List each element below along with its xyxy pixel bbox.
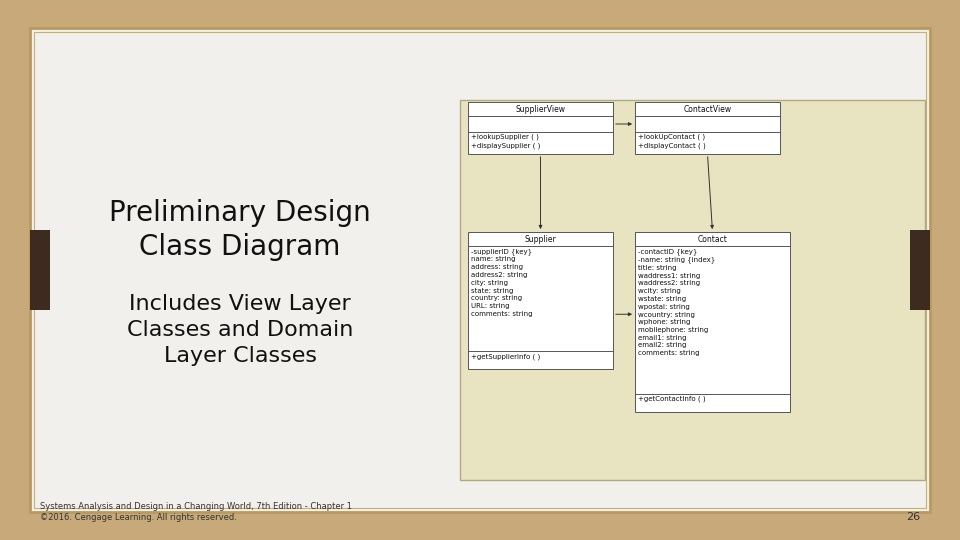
Bar [468, 232, 613, 369]
Bar [910, 230, 930, 310]
Text: SupplierView: SupplierView [516, 105, 565, 113]
Bar [468, 102, 613, 154]
Bar [30, 28, 930, 512]
Bar [460, 100, 925, 480]
Text: Systems Analysis and Design in a Changing World, 7th Edition - Chapter 1
©2016. : Systems Analysis and Design in a Changin… [40, 502, 352, 522]
Bar [30, 230, 50, 310]
Text: 26: 26 [906, 512, 920, 522]
Text: ContactView: ContactView [684, 105, 732, 113]
Bar [635, 232, 790, 412]
Text: +lookUpContact ( )
+displayContact ( ): +lookUpContact ( ) +displayContact ( ) [638, 134, 706, 148]
Bar [635, 102, 780, 154]
Text: Preliminary Design
Class Diagram: Preliminary Design Class Diagram [109, 199, 371, 261]
Text: +getSupplierInfo ( ): +getSupplierInfo ( ) [471, 353, 540, 360]
Text: Supplier: Supplier [524, 234, 557, 244]
Text: +lookupSupplier ( )
+displaySupplier ( ): +lookupSupplier ( ) +displaySupplier ( ) [471, 134, 540, 148]
Text: -supplierID {key}
name: string
address: string
address2: string
city: string
sta: -supplierID {key} name: string address: … [471, 248, 533, 317]
Text: +getContactInfo ( ): +getContactInfo ( ) [638, 396, 706, 402]
Text: Includes View Layer
Classes and Domain
Layer Classes: Includes View Layer Classes and Domain L… [127, 294, 353, 366]
Text: Contact: Contact [698, 234, 728, 244]
Bar [34, 32, 926, 508]
Text: -contactID {key}
-name: string {index}
title: string
waddress1: string
waddress2: -contactID {key} -name: string {index} t… [638, 248, 715, 356]
